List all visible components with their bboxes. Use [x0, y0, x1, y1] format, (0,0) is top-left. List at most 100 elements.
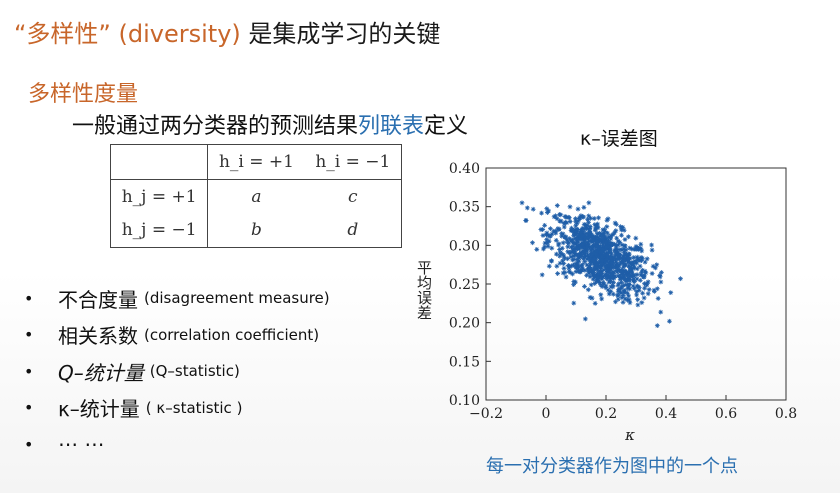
scatter-point	[595, 221, 601, 227]
list-item: • κ–统计量( κ–statistic )	[24, 397, 243, 422]
scatter-point	[605, 287, 611, 293]
scatter-point	[587, 263, 592, 269]
scatter-point	[605, 246, 611, 251]
scatter-point	[586, 213, 592, 219]
scatter-point	[596, 260, 601, 266]
scatter-point	[637, 263, 643, 269]
scatter-point	[621, 246, 627, 252]
scatter-point	[593, 234, 599, 239]
scatter-point	[623, 247, 629, 253]
plot-frame	[485, 167, 787, 401]
scatter-point	[556, 241, 562, 247]
scatter-point	[634, 266, 640, 272]
scatter-point	[601, 252, 607, 258]
scatter-point	[605, 230, 610, 236]
scatter-point	[610, 262, 616, 268]
scatter-point	[650, 263, 656, 269]
scatter-point	[577, 215, 582, 221]
scatter-point	[589, 232, 595, 238]
scatter-point	[627, 255, 633, 261]
title-english: (diversity)	[118, 20, 241, 48]
scatter-point	[596, 252, 602, 257]
x-tick-label: 0.6	[715, 406, 737, 422]
scatter-point	[632, 258, 638, 264]
scatter-point	[591, 237, 596, 243]
scatter-point	[619, 242, 625, 248]
x-tick-label: 0	[542, 406, 551, 422]
scatter-point	[588, 248, 594, 254]
scatter-point	[638, 241, 644, 247]
scatter-point	[594, 243, 600, 249]
scatter-point	[592, 227, 598, 233]
scatter-point	[621, 272, 627, 278]
scatter-point	[591, 250, 596, 256]
scatter-point	[629, 246, 635, 252]
scatter-point	[645, 291, 651, 297]
scatter-point	[667, 318, 672, 324]
y-tick-label: 0.25	[449, 277, 480, 293]
scatter-point	[572, 232, 577, 238]
y-tick-label: 0.10	[449, 393, 480, 409]
scatter-point	[584, 262, 590, 268]
scatter-point	[597, 236, 603, 242]
scatter-point	[610, 269, 616, 275]
table-row-header: h_j = +1	[109, 179, 209, 214]
scatter-point	[562, 256, 567, 262]
scatter-point	[573, 216, 578, 222]
scatter-point	[584, 272, 590, 278]
scatter-point	[554, 263, 560, 269]
scatter-point	[565, 249, 571, 255]
scatter-point	[655, 296, 661, 301]
scatter-point	[629, 270, 635, 276]
title-quoted: “多样性”	[14, 20, 111, 48]
scatter-point	[581, 245, 587, 250]
scatter-point	[582, 284, 587, 289]
scatter-point	[606, 272, 611, 278]
scatter-point	[638, 258, 644, 263]
slide-title: “多样性” (diversity) 是集成学习的关键	[14, 14, 440, 49]
scatter-point	[569, 225, 574, 231]
scatter-point	[646, 287, 652, 292]
scatter-point	[519, 200, 525, 206]
scatter-point	[574, 226, 580, 232]
scatter-point	[640, 290, 645, 296]
scatter-point	[591, 243, 596, 248]
scatter-point	[631, 286, 637, 292]
scatter-point	[668, 290, 674, 296]
scatter-point	[635, 283, 640, 289]
scatter-point	[626, 234, 631, 240]
scatter-point	[634, 254, 640, 260]
scatter-point	[602, 226, 607, 232]
scatter-point	[566, 215, 572, 221]
x-tick-label: 0.2	[595, 406, 617, 422]
scatter-point	[613, 228, 619, 234]
scatter-point	[658, 279, 664, 285]
scatter-point	[613, 221, 619, 227]
scatter-point	[614, 235, 620, 241]
scatter-point	[607, 266, 613, 272]
scatter-point	[614, 267, 620, 273]
scatter-point	[611, 254, 617, 260]
scatter-point	[626, 277, 632, 282]
contingency-table: h_i = +1 h_i = −1 h_j = +1 a c h_j = −1 …	[109, 144, 402, 249]
scatter-point	[594, 271, 600, 277]
scatter-point	[573, 218, 578, 224]
scatter-point	[619, 247, 625, 253]
scatter-point	[626, 281, 632, 287]
scatter-point	[544, 237, 550, 243]
scatter-point	[555, 271, 561, 276]
scatter-point	[567, 219, 573, 224]
scatter-point	[592, 300, 598, 306]
scatter-point	[592, 222, 598, 227]
scatter-point	[582, 239, 588, 244]
scatter-point	[578, 234, 584, 240]
scatter-point	[561, 221, 567, 227]
scatter-point	[582, 251, 588, 257]
scatter-point	[576, 242, 582, 248]
scatter-point	[598, 248, 604, 254]
scatter-point	[559, 245, 565, 251]
scatter-point	[575, 206, 581, 212]
scatter-point	[600, 280, 606, 285]
scatter-point	[566, 265, 572, 271]
scatter-point	[602, 260, 608, 266]
